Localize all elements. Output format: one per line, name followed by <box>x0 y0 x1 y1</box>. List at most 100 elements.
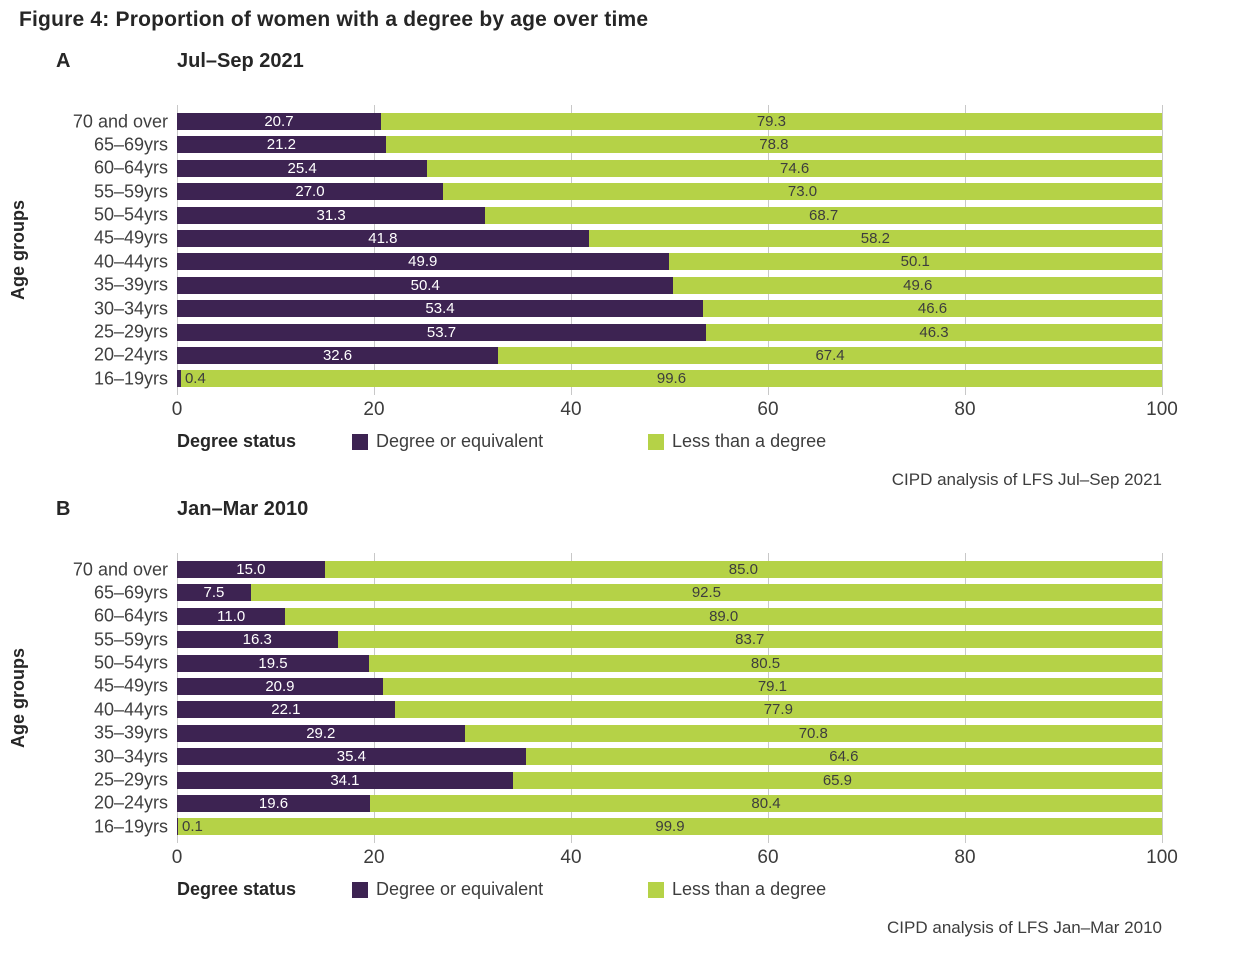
value-label-less-than-degree: 67.4 <box>815 346 845 364</box>
panel-b-x-axis-ticks: 0 20 40 60 80 100 <box>172 847 1178 869</box>
category-label: 25–29yrs <box>93 769 168 790</box>
bar-segment-degree: 19.6 <box>177 794 371 812</box>
gridline <box>1161 105 1163 395</box>
bar-row: 16–19yrs 0.4 99.6 <box>94 368 1162 388</box>
value-label-less-than-degree: 79.1 <box>757 677 788 695</box>
value-label-degree: 15.0 <box>236 561 266 578</box>
bar-segment-less-than-degree: 70.8 <box>464 724 1162 742</box>
gridline <box>176 553 178 843</box>
less-than-degree-legend-swatch <box>648 881 664 898</box>
value-label-degree: 0.4 <box>184 370 206 388</box>
value-label-less-than-degree: 78.8 <box>759 136 789 154</box>
category-label: 40–44yrs <box>93 699 168 720</box>
panel-a-x-axis-ticks: 0 20 40 60 80 100 <box>172 399 1178 421</box>
bar-track: 20.9 79.1 <box>177 677 1162 695</box>
gridline <box>176 105 178 395</box>
value-label-less-than-degree: 70.8 <box>798 724 828 742</box>
x-tick-label: 100 <box>1146 847 1178 868</box>
bar-row: 55–59yrs 16.3 83.7 <box>94 629 1162 649</box>
bar-segment-degree: 7.5 <box>177 584 251 602</box>
bar-segment-degree: 34.1 <box>177 771 513 789</box>
bar-row: 20–24yrs 32.6 67.4 <box>94 345 1162 365</box>
value-label-degree: 20.7 <box>264 113 294 130</box>
value-label-degree: 41.8 <box>368 229 398 247</box>
bar-track: 53.4 46.6 <box>177 300 1162 318</box>
gridline <box>1161 553 1163 843</box>
bar-track: 53.7 46.3 <box>177 323 1162 341</box>
bar-segment-less-than-degree: 89.0 <box>285 607 1162 625</box>
panel-b-bars: 70 and over 15.0 85.0 65–69yrs 7.5 92.5 60–64y… <box>73 559 1162 836</box>
legend-item-label: Less than a degree <box>672 431 827 451</box>
value-label-less-than-degree: 79.3 <box>756 113 787 130</box>
category-label: 50–54yrs <box>93 652 168 673</box>
less-than-degree-legend-swatch <box>648 433 664 450</box>
category-label: 65–69yrs <box>93 134 168 155</box>
bar-segment-degree: 41.8 <box>177 229 589 247</box>
x-tick-label: 20 <box>363 399 385 420</box>
bar-track: 20.7 79.3 <box>177 113 1162 130</box>
x-tick-label: 80 <box>954 399 976 420</box>
bar-segment-less-than-degree: 65.9 <box>512 771 1162 789</box>
legend-title: Degree status <box>177 431 297 451</box>
bar-row: 60–64yrs 25.4 74.6 <box>94 158 1162 178</box>
value-label-degree: 50.4 <box>410 276 440 294</box>
bar-track: 29.2 70.8 <box>177 724 1162 742</box>
value-label-less-than-degree: 65.9 <box>822 771 853 789</box>
value-label-degree: 0.1 <box>181 818 203 836</box>
value-label-degree: 32.6 <box>322 346 353 364</box>
bar-track: 22.1 77.9 <box>177 701 1162 719</box>
degree-legend-swatch <box>352 433 368 450</box>
panel-b-gridlines <box>176 553 1163 843</box>
value-label-degree: 19.6 <box>258 794 289 812</box>
gridline <box>964 553 966 843</box>
bar-segment-less-than-degree: 85.0 <box>324 561 1162 578</box>
bar-segment-degree: 19.5 <box>177 654 370 672</box>
value-label-degree: 49.9 <box>408 253 438 271</box>
legend-item-degree: Degree or equivalent <box>352 431 648 452</box>
bar-row: 40–44yrs 49.9 50.1 <box>94 251 1162 271</box>
bar-segment-less-than-degree: 83.7 <box>337 631 1162 649</box>
panel-b-source-note: CIPD analysis of LFS Jan–Mar 2010 <box>887 918 1162 937</box>
panel-a-letter: A <box>56 50 71 72</box>
bar-segment-degree: 49.9 <box>177 253 669 271</box>
bar-segment-degree: 50.4 <box>177 276 674 294</box>
value-label-degree: 16.3 <box>242 631 272 649</box>
bar-row: 70 and over 15.0 85.0 <box>73 559 1162 579</box>
category-label: 20–24yrs <box>93 792 168 813</box>
bar-segment-less-than-degree: 92.5 <box>250 584 1162 602</box>
category-label: 35–39yrs <box>93 274 168 295</box>
bar-track: 19.6 80.4 <box>177 794 1162 812</box>
value-label-less-than-degree: 58.2 <box>860 229 890 247</box>
value-label-degree: 29.2 <box>306 724 336 742</box>
bar-segment-less-than-degree: 64.6 <box>525 748 1162 766</box>
panel-a-source-note: CIPD analysis of LFS Jul–Sep 2021 <box>891 470 1162 489</box>
bar-track: 27.0 73.0 <box>177 183 1162 201</box>
bar-track: 0.4 99.6 <box>177 370 1162 388</box>
value-label-less-than-degree: 92.5 <box>691 584 722 602</box>
bar-segment-degree <box>177 818 178 836</box>
value-label-less-than-degree: 99.6 <box>656 370 687 388</box>
x-tick-label: 80 <box>954 847 976 868</box>
bar-segment-degree: 53.7 <box>177 323 706 341</box>
bar-track: 50.4 49.6 <box>177 276 1162 294</box>
value-label-degree: 25.4 <box>287 159 317 177</box>
category-label: 55–59yrs <box>93 181 168 202</box>
figure-title: Figure 4: Proportion of women with a deg… <box>19 8 649 31</box>
category-label: 65–69yrs <box>93 582 168 603</box>
bar-row: 40–44yrs 22.1 77.9 <box>94 699 1162 719</box>
bar-row: 70 and over 20.7 79.3 <box>73 111 1162 131</box>
value-label-degree: 7.5 <box>203 584 225 602</box>
panel-a-title: Jul–Sep 2021 <box>177 50 304 72</box>
value-label-less-than-degree: 99.9 <box>655 818 685 836</box>
bar-row: 35–39yrs 50.4 49.6 <box>94 275 1162 295</box>
bar-segment-less-than-degree: 49.6 <box>673 276 1162 294</box>
bar-segment-less-than-degree: 46.6 <box>702 300 1162 318</box>
x-tick-label: 0 <box>171 399 183 420</box>
value-label-less-than-degree: 68.7 <box>809 206 839 224</box>
bar-row: 50–54yrs 31.3 68.7 <box>94 205 1162 225</box>
bar-row: 30–34yrs 35.4 64.6 <box>94 746 1162 766</box>
bar-row: 60–64yrs 11.0 89.0 <box>94 606 1162 626</box>
panel-a-gridlines <box>176 105 1163 395</box>
bar-segment-less-than-degree: 58.2 <box>588 229 1162 247</box>
category-label: 45–49yrs <box>93 675 168 696</box>
